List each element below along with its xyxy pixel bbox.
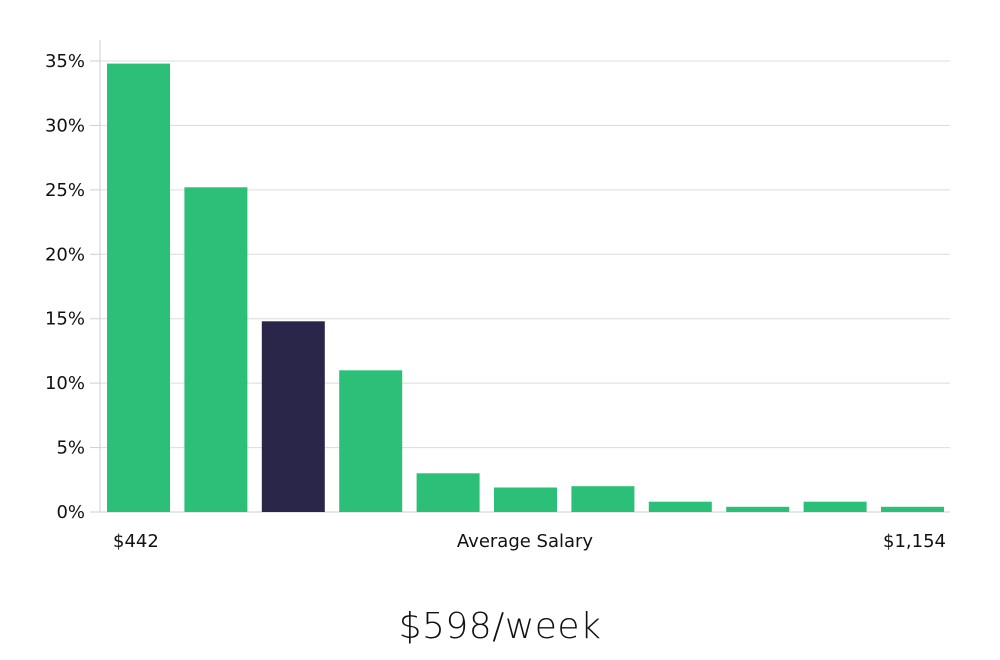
bar: [648, 501, 712, 512]
bar: [726, 506, 790, 512]
x-axis-title: Average Salary: [457, 531, 594, 552]
bar: [107, 63, 170, 512]
y-tick-30: 30%: [45, 115, 85, 136]
x-range-max-label: $1,154: [883, 531, 946, 552]
bar: [339, 370, 403, 512]
bar: [803, 501, 867, 512]
y-tick-5: 5%: [56, 438, 85, 459]
salary-distribution-chart: 0% 5% 10% 15% 20% 25% 30% 35% $442 Avera…: [45, 40, 950, 552]
bar-highlighted: [261, 321, 325, 512]
y-tick-15: 15%: [45, 309, 85, 330]
bars: [107, 63, 944, 513]
average-salary-value: $598/week: [398, 606, 602, 647]
bar: [571, 486, 635, 512]
y-tick-10: 10%: [45, 373, 85, 394]
y-tick-35: 35%: [45, 51, 85, 72]
bar: [416, 473, 480, 512]
y-tick-0: 0%: [56, 502, 85, 523]
y-tick-20: 20%: [45, 244, 85, 265]
y-tick-25: 25%: [45, 180, 85, 201]
x-range-min-label: $442: [113, 531, 159, 552]
bar: [494, 487, 557, 512]
y-axis-ticks: 0% 5% 10% 15% 20% 25% 30% 35%: [45, 51, 100, 523]
bar: [881, 506, 944, 512]
bar: [184, 187, 248, 513]
